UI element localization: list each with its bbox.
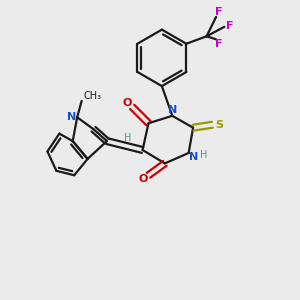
Text: CH₃: CH₃	[83, 91, 101, 100]
Text: N: N	[67, 112, 76, 122]
Text: O: O	[139, 174, 148, 184]
Text: O: O	[122, 98, 131, 108]
Text: H: H	[124, 133, 131, 143]
Text: N: N	[189, 152, 199, 161]
Text: F: F	[226, 21, 233, 31]
Text: F: F	[215, 7, 223, 17]
Text: N: N	[168, 106, 177, 116]
Text: H: H	[200, 150, 207, 160]
Text: S: S	[215, 120, 223, 130]
Text: F: F	[215, 39, 223, 49]
